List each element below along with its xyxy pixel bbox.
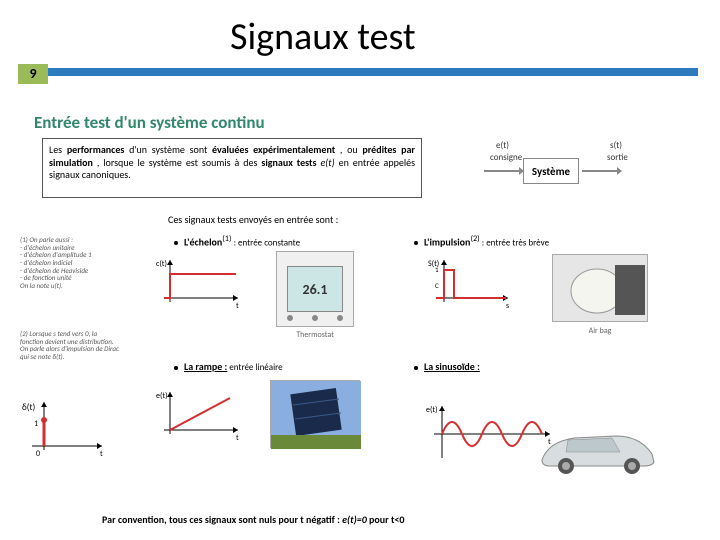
slide: Signaux test 9 Entrée test d'un système … <box>0 0 720 540</box>
svg-text:1: 1 <box>435 265 439 274</box>
footnote-2: (2) Lorsque s tend vers 0, la fonction d… <box>20 330 120 361</box>
label-rampe: La rampe : entrée linéaire <box>174 360 283 373</box>
system-in-bot: consigne <box>490 152 522 163</box>
svg-text:C: C <box>435 281 439 290</box>
svg-text:s: s <box>506 301 509 310</box>
airbag-thumb <box>552 254 648 322</box>
title-rule <box>48 68 698 76</box>
solar-thumb <box>270 380 360 448</box>
svg-text:t: t <box>236 433 239 442</box>
slide-title: Signaux test <box>230 14 416 60</box>
intro-box: Les performances d'un système sont évalu… <box>42 138 422 198</box>
arrow-in <box>484 170 520 172</box>
footnote-1: (1) On parle aussi :- d'échelon unitaire… <box>20 236 120 290</box>
system-block: Système <box>523 158 579 184</box>
chart-rampe: e(t) t <box>156 384 244 442</box>
section-heading: Entrée test d'un système continu <box>34 112 265 133</box>
chart-dirac: δ(t) 1 0 t <box>20 396 110 460</box>
svg-text:t: t <box>100 449 103 459</box>
svg-text:0: 0 <box>36 449 40 459</box>
footer-convention: Par convention, tous ces signaux sont nu… <box>96 510 680 530</box>
thermostat-label: Thermostat <box>276 330 354 340</box>
svg-text:δ(t): δ(t) <box>22 402 35 413</box>
svg-text:c(t): c(t) <box>156 259 167 269</box>
system-out-top: s(t) <box>610 140 622 151</box>
system-out-bot: sortie <box>607 152 628 163</box>
svg-text:e(t): e(t) <box>426 405 438 415</box>
label-sinus: La sinusoïde : <box>414 360 480 373</box>
system-in-top: e(t) <box>496 140 509 151</box>
car-thumb <box>534 422 664 476</box>
thermostat-thumb: 26.1 <box>276 251 354 327</box>
airbag-label: Air bag <box>562 326 638 336</box>
svg-text:1: 1 <box>34 419 38 429</box>
arrow-out <box>582 170 618 172</box>
chart-echelon: c(t) t <box>156 252 244 310</box>
signals-intro: Ces signaux tests envoyés en entrée sont… <box>168 213 338 226</box>
svg-text:e(t): e(t) <box>156 391 168 401</box>
label-impulsion: L'impulsion(2) : entrée très brève <box>414 234 549 248</box>
page-number-box: 9 <box>18 64 48 84</box>
svg-text:t: t <box>236 301 239 310</box>
label-echelon: L'échelon(1) : entrée constante <box>174 234 300 248</box>
chart-impulsion: S(t) 1 C s <box>426 252 514 310</box>
